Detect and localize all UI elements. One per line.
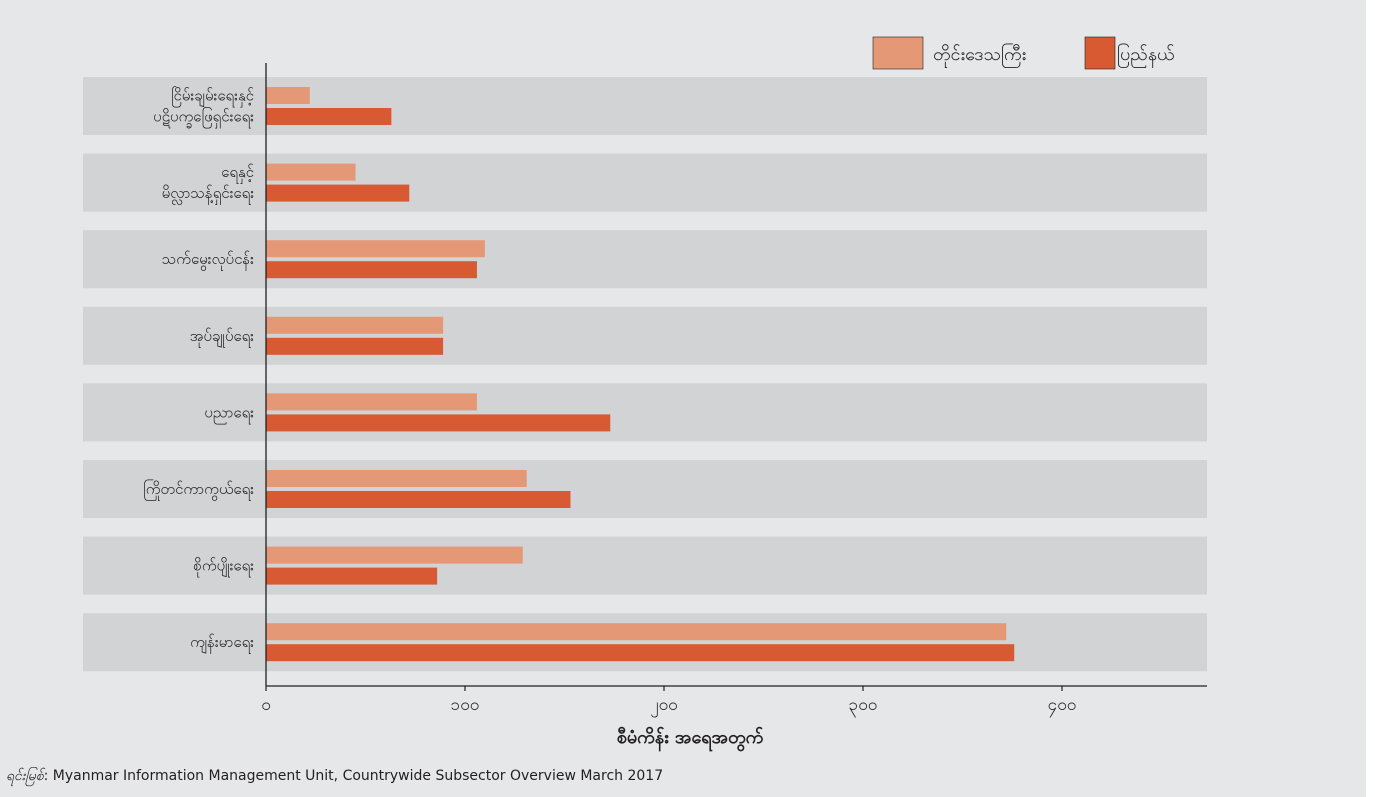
x-tick-label: ၀ <box>261 695 271 715</box>
legend-label-regions: တိုင်းဒေသကြီး <box>933 43 1026 68</box>
legend-swatch-regions <box>872 36 924 70</box>
category-label: သက်မွေးလုပ်ငန်း <box>162 250 254 271</box>
category-band <box>83 306 1207 365</box>
category-label: ရေနှင့် <box>221 163 254 184</box>
bar-regions <box>266 87 310 104</box>
category-band <box>83 230 1207 289</box>
bar-states <box>266 261 477 279</box>
category-band <box>83 613 1207 672</box>
legend-swatch-states <box>1084 36 1116 70</box>
bar-regions <box>266 546 523 564</box>
bar-chart: ငြိမ်းချမ်းရေးနှင့်ပဋိပက္ခဖြေရှင်းရေးရေန… <box>83 36 1207 752</box>
legend-label-states: ပြည်နယ် <box>1117 43 1174 68</box>
x-tick-label: ၄၀၀ <box>1048 695 1077 718</box>
category-label: အုပ်ချုပ်ရေး <box>190 327 255 348</box>
x-ticks: ၀ ၁၀၀ ၂၀၀ ၃၀၀ ၄၀၀ <box>261 686 1076 718</box>
x-tick-label: ၂၀၀ <box>650 695 677 718</box>
bar-states <box>266 184 410 202</box>
category-band <box>83 383 1207 442</box>
category-band <box>83 460 1207 518</box>
category-label: မိလ္လာသန့်ရှင်းရေး <box>162 184 255 205</box>
bar-regions <box>266 240 485 258</box>
bar-regions <box>266 623 1007 641</box>
category-bands <box>83 77 1207 672</box>
source-label: ရင်းမြစ် <box>6 768 44 784</box>
category-labels: ငြိမ်းချမ်းရေးနှင့်ပဋိပက္ခဖြေရှင်းရေးရေန… <box>143 87 254 655</box>
source-note: ရင်းမြစ်: Myanmar Information Management… <box>6 766 663 787</box>
bar-regions <box>266 393 477 411</box>
bar-states <box>266 414 611 432</box>
category-label: ကျန်းမာရေး <box>190 633 254 654</box>
category-label: ပညာရေး <box>204 403 254 424</box>
x-axis-title: စီမံကိန်း အရေအတွက် <box>617 726 763 752</box>
category-band <box>83 153 1207 212</box>
bar-states <box>266 644 1015 662</box>
bar-regions <box>266 316 444 334</box>
x-tick-label: ၁၀၀ <box>451 695 480 715</box>
bar-regions <box>266 163 356 181</box>
bar-states <box>266 337 444 355</box>
bar-states <box>266 491 571 508</box>
category-label: ကြိုတင်ကာကွယ်ရေး <box>143 479 254 501</box>
category-label: ငြိမ်းချမ်းရေးနှင့် <box>171 87 254 108</box>
category-band <box>83 536 1207 595</box>
category-label: ပဋိပက္ခဖြေရှင်းရေး <box>153 107 254 129</box>
bar-regions <box>266 470 527 487</box>
x-tick-label: ၃၀၀ <box>849 695 878 718</box>
bar-states <box>266 567 438 585</box>
source-text: : Myanmar Information Management Unit, C… <box>43 768 664 784</box>
bars <box>266 87 1015 662</box>
category-band <box>83 77 1207 135</box>
axes <box>265 63 1207 687</box>
category-label: စိုက်ပျိုးရေး <box>193 557 254 578</box>
legend: တိုင်းဒေသကြီး ပြည်နယ် <box>872 36 1174 70</box>
bar-states <box>266 108 392 125</box>
